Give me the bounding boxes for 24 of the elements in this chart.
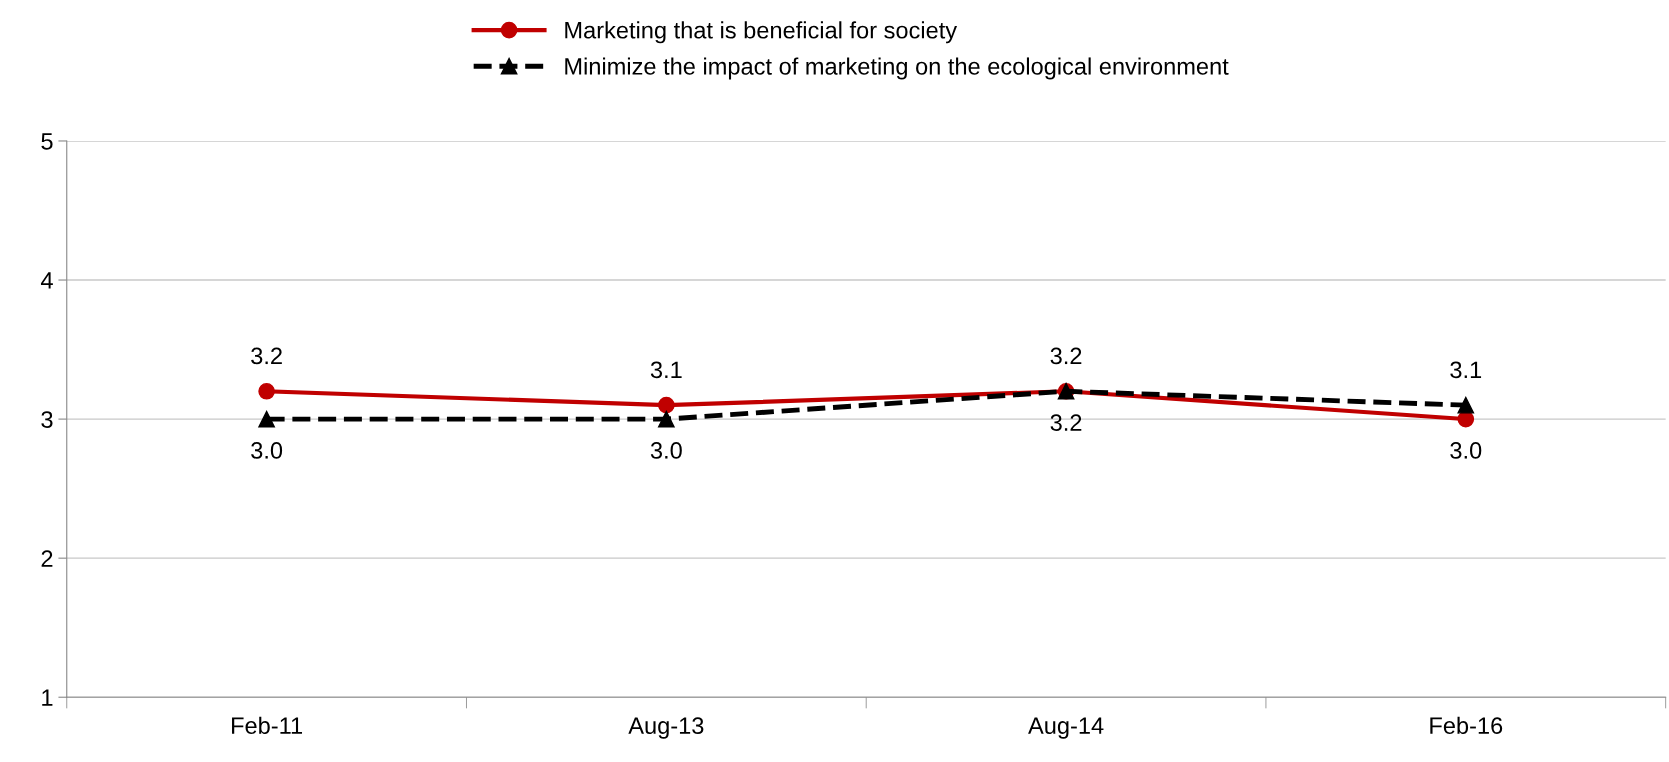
data-label: 3.0	[251, 442, 283, 459]
data-label: 3.1	[650, 361, 682, 379]
data-label: 3.0	[1450, 442, 1482, 459]
point	[258, 410, 275, 428]
legend-label: Minimize the impact of marketing on the ecological environment	[565, 57, 1229, 80]
y-tick-label: 5	[41, 133, 53, 150]
y-tick-label: 4	[40, 272, 53, 289]
y-tick-label: 3	[41, 411, 53, 428]
data-label: 3.2	[1050, 347, 1082, 365]
data-label: 3.1	[1450, 361, 1482, 379]
point	[1457, 396, 1475, 414]
data-label: 3.2	[251, 347, 282, 365]
data-label: 3.2	[1050, 414, 1082, 431]
point	[658, 396, 675, 414]
x-tick-label: Aug-14	[1028, 717, 1104, 739]
data-label: 3.0	[650, 442, 682, 459]
y-tick-label: 2	[41, 550, 53, 567]
y-tick-label: 1	[42, 689, 53, 706]
x-tick-label: Feb-16	[1430, 716, 1503, 735]
legend-label: Marketing that is beneficial for society	[565, 21, 958, 44]
point	[658, 410, 675, 428]
x-tick-label: Feb-11	[232, 716, 303, 735]
x-tick-label: Aug-13	[628, 717, 704, 739]
point	[258, 382, 275, 400]
